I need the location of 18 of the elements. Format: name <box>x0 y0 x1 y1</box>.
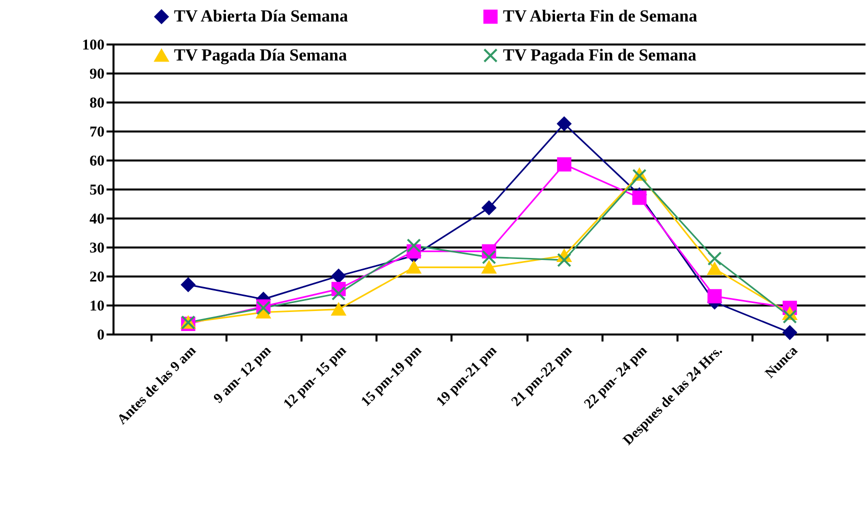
legend-label: TV Pagada Día Semana <box>174 46 348 64</box>
x-tick-label: 22 pm- 24 pm <box>582 343 651 412</box>
legend-label: TV Abierta Fin de Semana <box>503 6 698 26</box>
y-tick-label: 50 <box>90 182 104 198</box>
x-tick-label: 12 pm- 15 pm <box>281 343 350 412</box>
x-tick-label: 9 am- 12 pm <box>211 343 275 407</box>
y-tick-label: 100 <box>82 38 104 54</box>
y-tick-label: 60 <box>90 154 104 170</box>
y-tick-label: 80 <box>90 96 104 112</box>
y-tick-label: 20 <box>90 270 104 286</box>
y-tick-label: 0 <box>97 328 104 344</box>
legend-label: TV Pagada Fin de Semana <box>503 46 697 64</box>
legend-label: TV Abierta Día Semana <box>174 6 348 26</box>
y-tick-label: 30 <box>90 240 104 256</box>
y-tick-label: 10 <box>90 298 104 314</box>
y-tick-label: 70 <box>90 124 104 140</box>
y-tick-label: 90 <box>90 66 104 82</box>
y-tick-label: 40 <box>90 212 104 228</box>
